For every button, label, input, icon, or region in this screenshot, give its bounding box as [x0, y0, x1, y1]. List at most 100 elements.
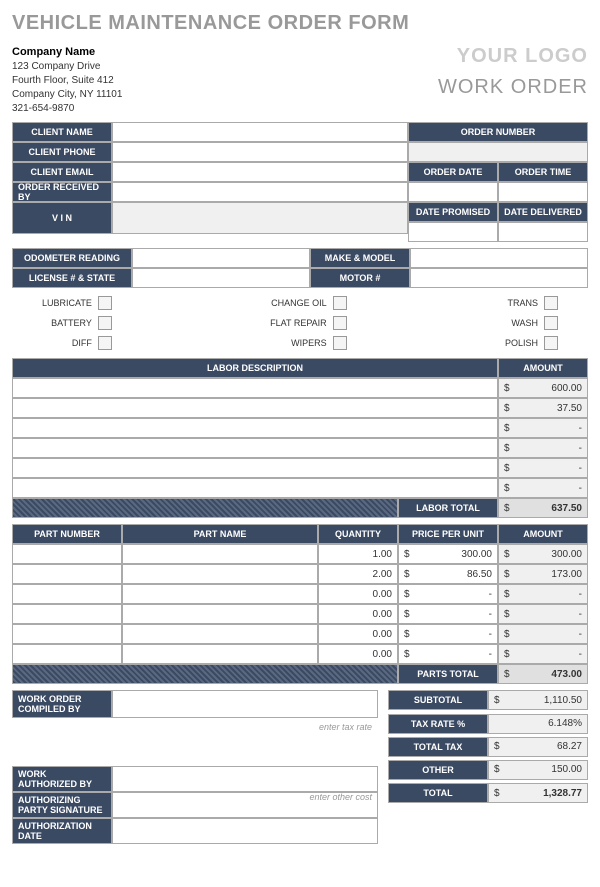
check-item-change-oil: CHANGE OIL	[270, 296, 347, 310]
client-email-label: CLIENT EMAIL	[12, 162, 112, 182]
labor-hatch	[12, 498, 398, 518]
company-addr1: 123 Company Drive	[12, 60, 122, 74]
check-item-polish: POLISH	[505, 336, 558, 350]
part-qty-cell[interactable]: 0.00	[318, 644, 398, 664]
part-price-cell[interactable]: $86.50	[398, 564, 498, 584]
summary-value: 6.148%	[488, 714, 588, 734]
checkbox[interactable]	[98, 316, 112, 330]
company-block: Company Name 123 Company Drive Fourth Fl…	[12, 45, 122, 116]
date-delivered-input[interactable]	[498, 222, 588, 242]
work-order-label: WORK ORDER	[438, 76, 588, 99]
checkbox[interactable]	[333, 316, 347, 330]
checkbox[interactable]	[98, 336, 112, 350]
checkbox[interactable]	[98, 296, 112, 310]
order-date-input[interactable]	[408, 182, 498, 202]
vin-input[interactable]	[112, 202, 408, 234]
labor-desc-header: LABOR DESCRIPTION	[12, 358, 498, 378]
form-title: VEHICLE MAINTENANCE ORDER FORM	[12, 12, 588, 35]
part-price-cell[interactable]: $-	[398, 644, 498, 664]
checkbox[interactable]	[544, 296, 558, 310]
order-received-input[interactable]	[112, 182, 408, 202]
check-item-trans: TRANS	[505, 296, 558, 310]
labor-desc-cell[interactable]	[12, 478, 498, 498]
part-qty-cell[interactable]: 0.00	[318, 604, 398, 624]
part-number-cell[interactable]	[12, 564, 122, 584]
checkbox[interactable]	[544, 316, 558, 330]
authorized-by-input[interactable]	[112, 766, 378, 792]
motor-label: MOTOR #	[310, 268, 410, 288]
logo-placeholder: YOUR LOGO	[438, 45, 588, 68]
labor-desc-cell[interactable]	[12, 398, 498, 418]
labor-amount-cell: $-	[498, 478, 588, 498]
company-addr2: Fourth Floor, Suite 412	[12, 74, 122, 88]
signature-label: AUTHORIZING PARTY SIGNATURE	[12, 792, 112, 818]
part-amount-cell: $-	[498, 624, 588, 644]
summary-label: TAX RATE %	[388, 714, 488, 734]
part-amount-header: AMOUNT	[498, 524, 588, 544]
auth-date-input[interactable]	[112, 818, 378, 844]
part-name-cell[interactable]	[122, 564, 318, 584]
checkbox[interactable]	[333, 296, 347, 310]
part-amount-cell: $173.00	[498, 564, 588, 584]
compiled-by-input[interactable]	[112, 690, 378, 718]
check-item-wipers: WIPERS	[270, 336, 347, 350]
part-qty-header: QUANTITY	[318, 524, 398, 544]
part-qty-cell[interactable]: 0.00	[318, 584, 398, 604]
part-name-cell[interactable]	[122, 544, 318, 564]
part-number-cell[interactable]	[12, 544, 122, 564]
order-number-label: ORDER NUMBER	[408, 122, 588, 142]
part-amount-cell: $-	[498, 584, 588, 604]
labor-amount-cell: $600.00	[498, 378, 588, 398]
part-amount-cell: $-	[498, 604, 588, 624]
part-number-cell[interactable]	[12, 604, 122, 624]
odometer-input[interactable]	[132, 248, 310, 268]
check-item-diff: DIFF	[42, 336, 112, 350]
labor-desc-cell[interactable]	[12, 418, 498, 438]
part-name-cell[interactable]	[122, 624, 318, 644]
part-number-cell[interactable]	[12, 644, 122, 664]
part-price-cell[interactable]: $-	[398, 604, 498, 624]
check-item-battery: BATTERY	[42, 316, 112, 330]
labor-amount-cell: $-	[498, 418, 588, 438]
part-name-cell[interactable]	[122, 584, 318, 604]
labor-desc-cell[interactable]	[12, 378, 498, 398]
part-price-cell[interactable]: $300.00	[398, 544, 498, 564]
labor-desc-cell[interactable]	[12, 458, 498, 478]
order-received-label: ORDER RECEIVED BY	[12, 182, 112, 202]
part-number-header: PART NUMBER	[12, 524, 122, 544]
checkbox[interactable]	[544, 336, 558, 350]
make-model-label: MAKE & MODEL	[310, 248, 410, 268]
company-city: Company City, NY 11101	[12, 88, 122, 102]
part-amount-cell: $300.00	[498, 544, 588, 564]
part-qty-cell[interactable]: 2.00	[318, 564, 398, 584]
order-time-label: ORDER TIME	[498, 162, 588, 182]
license-input[interactable]	[132, 268, 310, 288]
make-model-input[interactable]	[410, 248, 588, 268]
client-name-input[interactable]	[112, 122, 408, 142]
part-number-cell[interactable]	[12, 584, 122, 604]
part-qty-cell[interactable]: 1.00	[318, 544, 398, 564]
client-email-input[interactable]	[112, 162, 408, 182]
labor-total-label: LABOR TOTAL	[398, 498, 498, 518]
part-qty-cell[interactable]: 0.00	[318, 624, 398, 644]
auth-date-label: AUTHORIZATION DATE	[12, 818, 112, 844]
date-promised-input[interactable]	[408, 222, 498, 242]
parts-total-label: PARTS TOTAL	[398, 664, 498, 684]
order-time-input[interactable]	[498, 182, 588, 202]
license-label: LICENSE # & STATE	[12, 268, 132, 288]
client-phone-input[interactable]	[112, 142, 408, 162]
part-name-cell[interactable]	[122, 644, 318, 664]
part-number-cell[interactable]	[12, 624, 122, 644]
part-price-cell[interactable]: $-	[398, 624, 498, 644]
compiled-by-label: WORK ORDER COMPILED BY	[12, 690, 112, 718]
labor-desc-cell[interactable]	[12, 438, 498, 458]
tax-rate-hint: enter tax rate	[12, 718, 378, 736]
vin-label: V I N	[12, 202, 112, 234]
part-name-cell[interactable]	[122, 604, 318, 624]
checkbox[interactable]	[333, 336, 347, 350]
part-price-cell[interactable]: $-	[398, 584, 498, 604]
parts-hatch	[12, 664, 398, 684]
motor-input[interactable]	[410, 268, 588, 288]
order-number-input[interactable]	[408, 142, 588, 162]
client-name-label: CLIENT NAME	[12, 122, 112, 142]
